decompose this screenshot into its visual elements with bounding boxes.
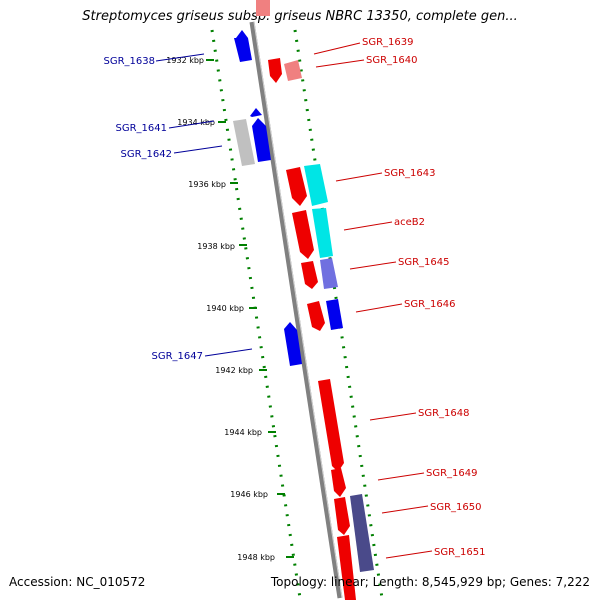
gene-label-aceb2[interactable]: aceB2 — [394, 217, 425, 228]
leader-line — [335, 172, 383, 182]
gene-label-sgr-1647[interactable]: SGR_1647 — [152, 351, 204, 362]
leader-line — [369, 412, 417, 421]
tick-label: 1944 kbp — [224, 428, 262, 437]
gene-arrow-sgr-1646b[interactable] — [326, 299, 343, 330]
left-labels: SGR_1638 SGR_1641 SGR_1642 SGR_1647 — [104, 53, 253, 362]
gene-label-sgr-1651[interactable]: SGR_1651 — [434, 547, 486, 558]
gene-label-sgr-1638[interactable]: SGR_1638 — [104, 56, 156, 67]
gene-label-sgr-1649[interactable]: SGR_1649 — [426, 468, 478, 479]
leader-line — [155, 53, 205, 62]
tick-group: 1932 kbp 1934 kbp 1936 kbp 1938 kbp 1940… — [166, 56, 294, 562]
tick-label: 1938 kbp — [197, 242, 235, 251]
gene-arrow-sgr-1648[interactable] — [318, 379, 344, 472]
leader-line — [385, 550, 433, 559]
map-title: Streptomyces griseus subsp. griseus NBRC… — [82, 9, 518, 24]
tick-label: 1946 kbp — [230, 490, 268, 499]
tick-label: 1936 kbp — [188, 180, 226, 189]
gene-arrow-sgr-1645[interactable] — [301, 261, 318, 289]
gene-arrow-sgr-1647[interactable] — [284, 322, 302, 366]
gene-label-sgr-1650[interactable]: SGR_1650 — [430, 502, 482, 513]
gene-cyan-block-2[interactable] — [312, 208, 333, 258]
gene-arrow-sgr-1640[interactable] — [284, 60, 302, 81]
gene-arrow-sgr-1642[interactable] — [252, 118, 271, 162]
gene-cyan-block-1[interactable] — [304, 164, 328, 206]
gene-grey-block[interactable] — [233, 119, 255, 166]
leader-line — [349, 261, 397, 270]
backbone-line — [249, 21, 343, 599]
accession-text: Accession: NC_010572 — [9, 575, 146, 589]
gene-arrow-sgr-1650[interactable] — [334, 497, 350, 535]
gene-purple-block[interactable] — [320, 258, 338, 289]
gene-arrow-sgr-1639[interactable] — [268, 58, 282, 83]
gene-arrow-sgr-1649[interactable] — [331, 468, 346, 497]
gene-arrow-sgr-1651[interactable] — [337, 535, 356, 600]
topology-summary: Topology: linear; Length: 8,545,929 bp; … — [270, 575, 590, 589]
gene-arrow-sgr-1643[interactable] — [286, 167, 307, 206]
gene-label-sgr-1641[interactable]: SGR_1641 — [116, 123, 168, 134]
gene-label-sgr-1648[interactable]: SGR_1648 — [418, 408, 470, 419]
gene-arrow-aceb2[interactable] — [292, 210, 314, 259]
right-labels: SGR_1639 SGR_1640 SGR_1643 aceB2 SGR_164… — [313, 37, 486, 559]
tick-label: 1934 kbp — [177, 118, 215, 127]
leader-line — [204, 348, 253, 357]
backbone-highlight — [253, 21, 343, 599]
gene-label-sgr-1640[interactable]: SGR_1640 — [366, 55, 418, 66]
leader-line — [313, 42, 361, 55]
gene-label-sgr-1646[interactable]: SGR_1646 — [404, 299, 456, 310]
tick-label: 1932 kbp — [166, 56, 204, 65]
gene-arrow-sgr-1637[interactable] — [256, 0, 270, 16]
tick-label: 1948 kbp — [237, 553, 275, 562]
gene-arrow-sgr-1638[interactable] — [234, 30, 252, 62]
tick-label: 1942 kbp — [215, 366, 253, 375]
leader-line — [315, 59, 365, 68]
gene-arrow-sgr-1641[interactable] — [250, 108, 262, 117]
gene-label-sgr-1645[interactable]: SGR_1645 — [398, 257, 450, 268]
leader-line — [381, 505, 429, 514]
leader-line — [173, 145, 223, 154]
leader-line — [377, 472, 425, 481]
gene-label-sgr-1643[interactable]: SGR_1643 — [384, 168, 436, 179]
gene-arrow-sgr-1646[interactable] — [307, 301, 325, 331]
gene-label-sgr-1642[interactable]: SGR_1642 — [121, 149, 173, 160]
gene-navy-block[interactable] — [350, 494, 374, 572]
gene-features — [233, 0, 374, 600]
leader-line — [343, 221, 393, 231]
leader-line — [168, 120, 215, 129]
tick-label: 1940 kbp — [206, 304, 244, 313]
leader-line — [355, 303, 403, 313]
gene-label-sgr-1639[interactable]: SGR_1639 — [362, 37, 414, 48]
